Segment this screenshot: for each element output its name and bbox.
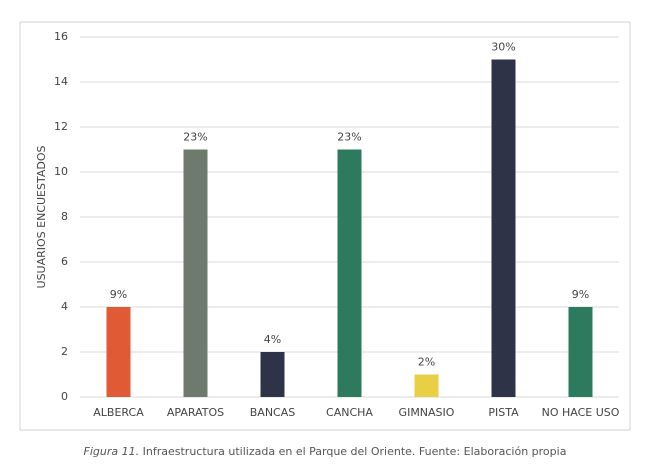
x-tick-label: APARATOS	[167, 406, 224, 419]
x-tick-label: CANCHA	[326, 406, 373, 419]
bar	[414, 374, 439, 397]
y-tick-label: 4	[61, 300, 68, 313]
data-label: 23%	[183, 131, 207, 144]
x-tick-label: BANCAS	[250, 406, 296, 419]
data-label: 23%	[337, 131, 361, 144]
x-tick-label: ALBERCA	[93, 406, 144, 419]
y-axis-label: USUARIOS ENCUESTADOS	[35, 145, 48, 288]
x-tick-label: GIMNASIO	[399, 406, 455, 419]
y-tick-label: 16	[54, 30, 68, 43]
y-tick-label: 0	[61, 390, 68, 403]
bar	[491, 59, 516, 397]
y-tick-label: 14	[54, 75, 68, 88]
y-tick-label: 8	[61, 210, 68, 223]
y-tick-label: 10	[54, 165, 68, 178]
y-tick-label: 6	[61, 255, 68, 268]
caption-figure: Figura 11.	[84, 445, 140, 458]
data-label: 4%	[264, 333, 281, 346]
bar	[183, 149, 208, 397]
bar	[106, 307, 131, 397]
bar	[568, 307, 593, 397]
caption-text: Infraestructura utilizada en el Parque d…	[143, 445, 567, 458]
bar	[260, 352, 285, 397]
x-tick-label: NO HACE USO	[542, 406, 620, 419]
x-tick-label: PISTA	[488, 406, 519, 419]
bar	[337, 149, 362, 397]
data-label: 9%	[572, 288, 589, 301]
data-label: 9%	[110, 288, 127, 301]
data-label: 30%	[491, 41, 515, 54]
caption: Figura 11. Infraestructura utilizada en …	[84, 445, 567, 458]
y-tick-label: 12	[54, 120, 68, 133]
data-label: 2%	[418, 356, 435, 369]
y-tick-label: 2	[61, 345, 68, 358]
